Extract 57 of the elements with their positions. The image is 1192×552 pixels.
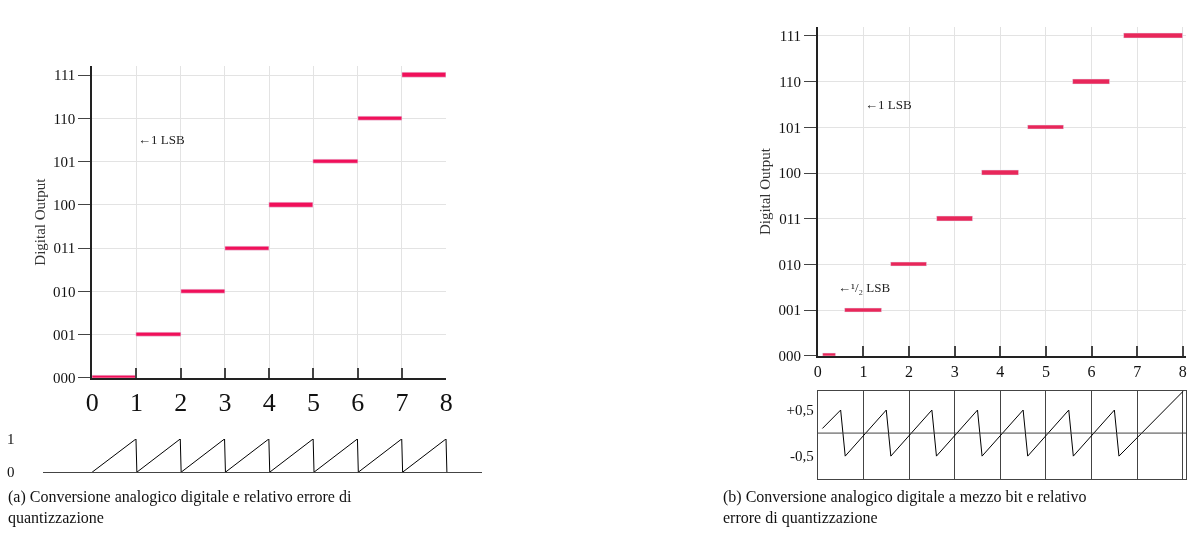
- x-tick-label: 6: [1087, 362, 1096, 380]
- y-tick-label: 100: [52, 197, 76, 214]
- y-tick-label: 100: [778, 165, 802, 182]
- y-axis-title: Digital Output: [757, 147, 774, 236]
- y-axis-title: Digital Output: [31, 177, 48, 266]
- x-tick-label: 2: [174, 387, 188, 417]
- y-tick-label: 110: [53, 110, 76, 127]
- x-tick-label: 5: [1041, 362, 1050, 380]
- bar: [936, 215, 973, 222]
- bar: [135, 331, 182, 337]
- bar: [268, 201, 314, 208]
- bar: [844, 307, 882, 313]
- bar: [401, 71, 447, 78]
- bar: [981, 169, 1019, 176]
- y-tick-label: 000: [778, 348, 802, 365]
- bar: [1123, 32, 1183, 39]
- bar: [224, 245, 270, 251]
- x-tick-label: 7: [395, 387, 409, 417]
- y-tick-label: 010: [778, 256, 802, 273]
- bar: [1027, 124, 1064, 130]
- x-tick-label: 7: [1133, 362, 1142, 380]
- y-tick-label: 010: [52, 283, 76, 300]
- y-tick-label: 111: [779, 28, 802, 45]
- y-tick-label: 110: [779, 73, 802, 90]
- annotation: ←1 LSB: [138, 132, 185, 147]
- bar: [1072, 78, 1110, 85]
- y-tick-label: +0,5: [786, 402, 814, 419]
- text: (a) Conversione analogico digitale e relativo errore di quantizzazione: [8, 488, 352, 527]
- x-tick-label: 3: [950, 362, 959, 380]
- x-tick-label: 8: [439, 387, 453, 417]
- y-tick-label: 101: [778, 119, 802, 136]
- y-tick-label: 011: [53, 240, 76, 257]
- y-tick-label: 011: [779, 211, 802, 228]
- y-tick-label: 111: [54, 67, 76, 84]
- bar: [357, 115, 403, 121]
- bar: [890, 261, 927, 267]
- annotation: ←1 LSB: [865, 97, 912, 112]
- y-tick-label: -0,5: [790, 448, 814, 465]
- y-tick-label: 001: [52, 326, 76, 343]
- text: (b) Conversione analogico digitale a mezzo bit e relativo errore di quantizzazione: [723, 488, 1087, 527]
- x-tick-label: 0: [85, 387, 99, 417]
- x-tick-label: 6: [351, 387, 365, 417]
- x-tick-label: 4: [996, 362, 1005, 380]
- bar: [180, 288, 226, 294]
- y-tick-label: 001: [778, 302, 802, 319]
- x-tick-label: 1: [859, 362, 868, 380]
- line-series: [821, 391, 1184, 457]
- x-tick-label: 8: [1178, 362, 1187, 380]
- annotation: ←¹/₂ LSB: [838, 280, 891, 295]
- x-tick-label: 5: [306, 387, 320, 417]
- x-tick-label: 3: [218, 387, 232, 417]
- x-tick-label: 1: [129, 387, 143, 417]
- y-tick-label: 101: [52, 153, 76, 170]
- x-tick-label: 4: [262, 387, 276, 417]
- x-tick-label: 2: [905, 362, 914, 380]
- bar: [312, 158, 359, 164]
- y-tick-label: 000: [52, 370, 76, 387]
